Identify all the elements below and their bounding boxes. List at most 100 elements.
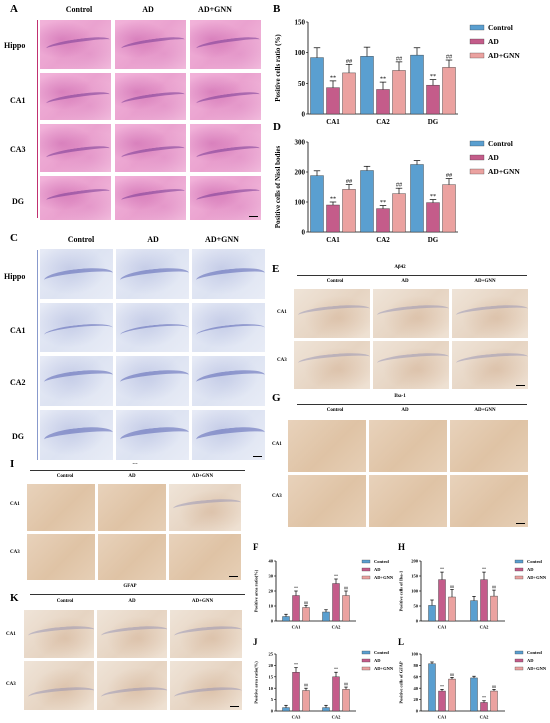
legend-label: Control: [374, 650, 390, 655]
significance-marker: ##: [446, 54, 453, 61]
legend-swatch: [514, 559, 524, 564]
significance-marker: **: [334, 574, 338, 579]
y-tick-label: 0: [271, 619, 274, 624]
scale-bar: [516, 522, 525, 524]
panel-a-divider: [37, 20, 38, 218]
nissl-image-hippo-gnn: [192, 249, 265, 299]
legend-swatch: [469, 52, 485, 59]
col-label-ad: AD: [142, 5, 154, 14]
bar: [470, 600, 478, 622]
bar: [342, 189, 356, 233]
abeta-image-ca1-gnn: [452, 289, 528, 338]
legend-label: AD+GNN: [374, 666, 394, 671]
legend-swatch: [469, 154, 485, 161]
nissl-image-dg-control: [40, 410, 113, 460]
col-label-control: Control: [65, 5, 93, 14]
bar: [376, 89, 390, 115]
chart-positive-area-ratio-j: 0 5 10 15 20 25 Positive area ratio(%) CA3 ** ## C…: [254, 650, 394, 720]
legend-label: AD+GNN: [488, 51, 520, 60]
panel-k-title: GFAP: [123, 584, 137, 589]
significance-marker: ##: [450, 672, 454, 677]
bar: [490, 595, 498, 622]
legend-swatch: [469, 168, 485, 175]
nissl-image-ca1-ad: [116, 303, 189, 352]
row-label-hippo: Hippo: [4, 272, 26, 281]
panel-k-title-rule: [30, 594, 245, 595]
he-image-ca3-control: [40, 124, 111, 172]
iba1-image-ca3-control: [288, 475, 366, 527]
bar: [310, 175, 324, 233]
bar: [410, 164, 424, 233]
bar: [376, 208, 390, 233]
x-tick-label: CA1: [438, 625, 447, 630]
legend-swatch: [514, 658, 524, 663]
col-label-ad-gnn: AD+GNN: [191, 599, 214, 604]
legend-label: AD: [527, 658, 534, 663]
col-label-ad-gnn: AD+GNN: [198, 5, 232, 14]
y-tick-label: 100: [295, 49, 306, 57]
he-image-ca1-ad: [115, 73, 186, 120]
legend-swatch: [469, 140, 485, 147]
bar: [326, 204, 340, 233]
significance-marker: **: [294, 662, 298, 667]
he-image-hippo-ad: [115, 20, 186, 69]
panel-letter-i: I: [10, 458, 15, 470]
y-tick-label: 40: [414, 686, 419, 691]
y-tick-label: 100: [411, 652, 419, 657]
legend-label: AD: [527, 567, 534, 572]
col-label-control: Control: [326, 408, 344, 413]
bar: [438, 690, 446, 712]
significance-marker: ##: [446, 172, 453, 179]
y-tick-label: 300: [295, 138, 306, 146]
y-tick-label: 80: [414, 663, 419, 668]
gfap-image-ca3-gnn: [170, 661, 242, 710]
x-tick-label: DG: [428, 118, 439, 126]
significance-marker: **: [294, 586, 298, 591]
iba1-image-ca1-ad: [369, 420, 447, 472]
row-label-ca3: CA3: [6, 682, 16, 687]
bar: [480, 702, 488, 712]
col-label-control: Control: [326, 279, 344, 284]
legend-swatch: [514, 666, 524, 671]
scale-bar: [229, 575, 238, 577]
nissl-image-dg-ad: [116, 410, 189, 460]
he-image-dg-gnn: [190, 176, 261, 220]
nissl-image-ca1-gnn: [192, 303, 265, 352]
legend-swatch: [361, 575, 371, 580]
scale-bar: [516, 384, 525, 386]
significance-marker: **: [334, 667, 338, 672]
bar: [426, 84, 440, 115]
panel-c-divider: [37, 250, 38, 460]
nissl-image-ca2-control: [40, 356, 113, 406]
bar: [302, 607, 310, 622]
x-tick-label: CA1: [292, 625, 301, 630]
row-label-ca1: CA1: [277, 310, 287, 315]
bar: [322, 611, 330, 622]
significance-marker: **: [380, 76, 386, 83]
y-axis-label: Positive cells of Nissl bodies: [274, 146, 282, 229]
he-image-hippo-gnn: [190, 20, 261, 69]
y-tick-label: 25: [269, 652, 274, 657]
row-label-ca1: CA1: [6, 632, 16, 637]
row-label-ca2: CA2: [10, 378, 26, 387]
abeta-image-ca3-ad: [373, 341, 449, 389]
legend-label: AD+GNN: [374, 575, 394, 580]
legend-swatch: [514, 575, 524, 580]
bar: [322, 707, 330, 712]
gfap-image-ca3-ad: [97, 661, 167, 710]
nissl-image-ca2-gnn: [192, 356, 265, 406]
legend-label: Control: [488, 23, 513, 32]
y-tick-label: 200: [411, 559, 419, 564]
y-tick-label: 20: [269, 663, 274, 668]
panel-letter-h: H: [398, 542, 406, 552]
bar: [410, 54, 424, 115]
y-tick-label: 0: [416, 619, 419, 624]
y-tick-label: 100: [411, 589, 419, 594]
gfap-image-ca1-control: [24, 610, 94, 658]
bar: [480, 579, 488, 622]
gfap-image-ca3-control: [24, 661, 94, 710]
bar: [448, 678, 456, 712]
he-image-ca3-gnn: [190, 124, 261, 172]
x-tick-label: CA2: [480, 715, 489, 720]
bar: [342, 72, 356, 115]
